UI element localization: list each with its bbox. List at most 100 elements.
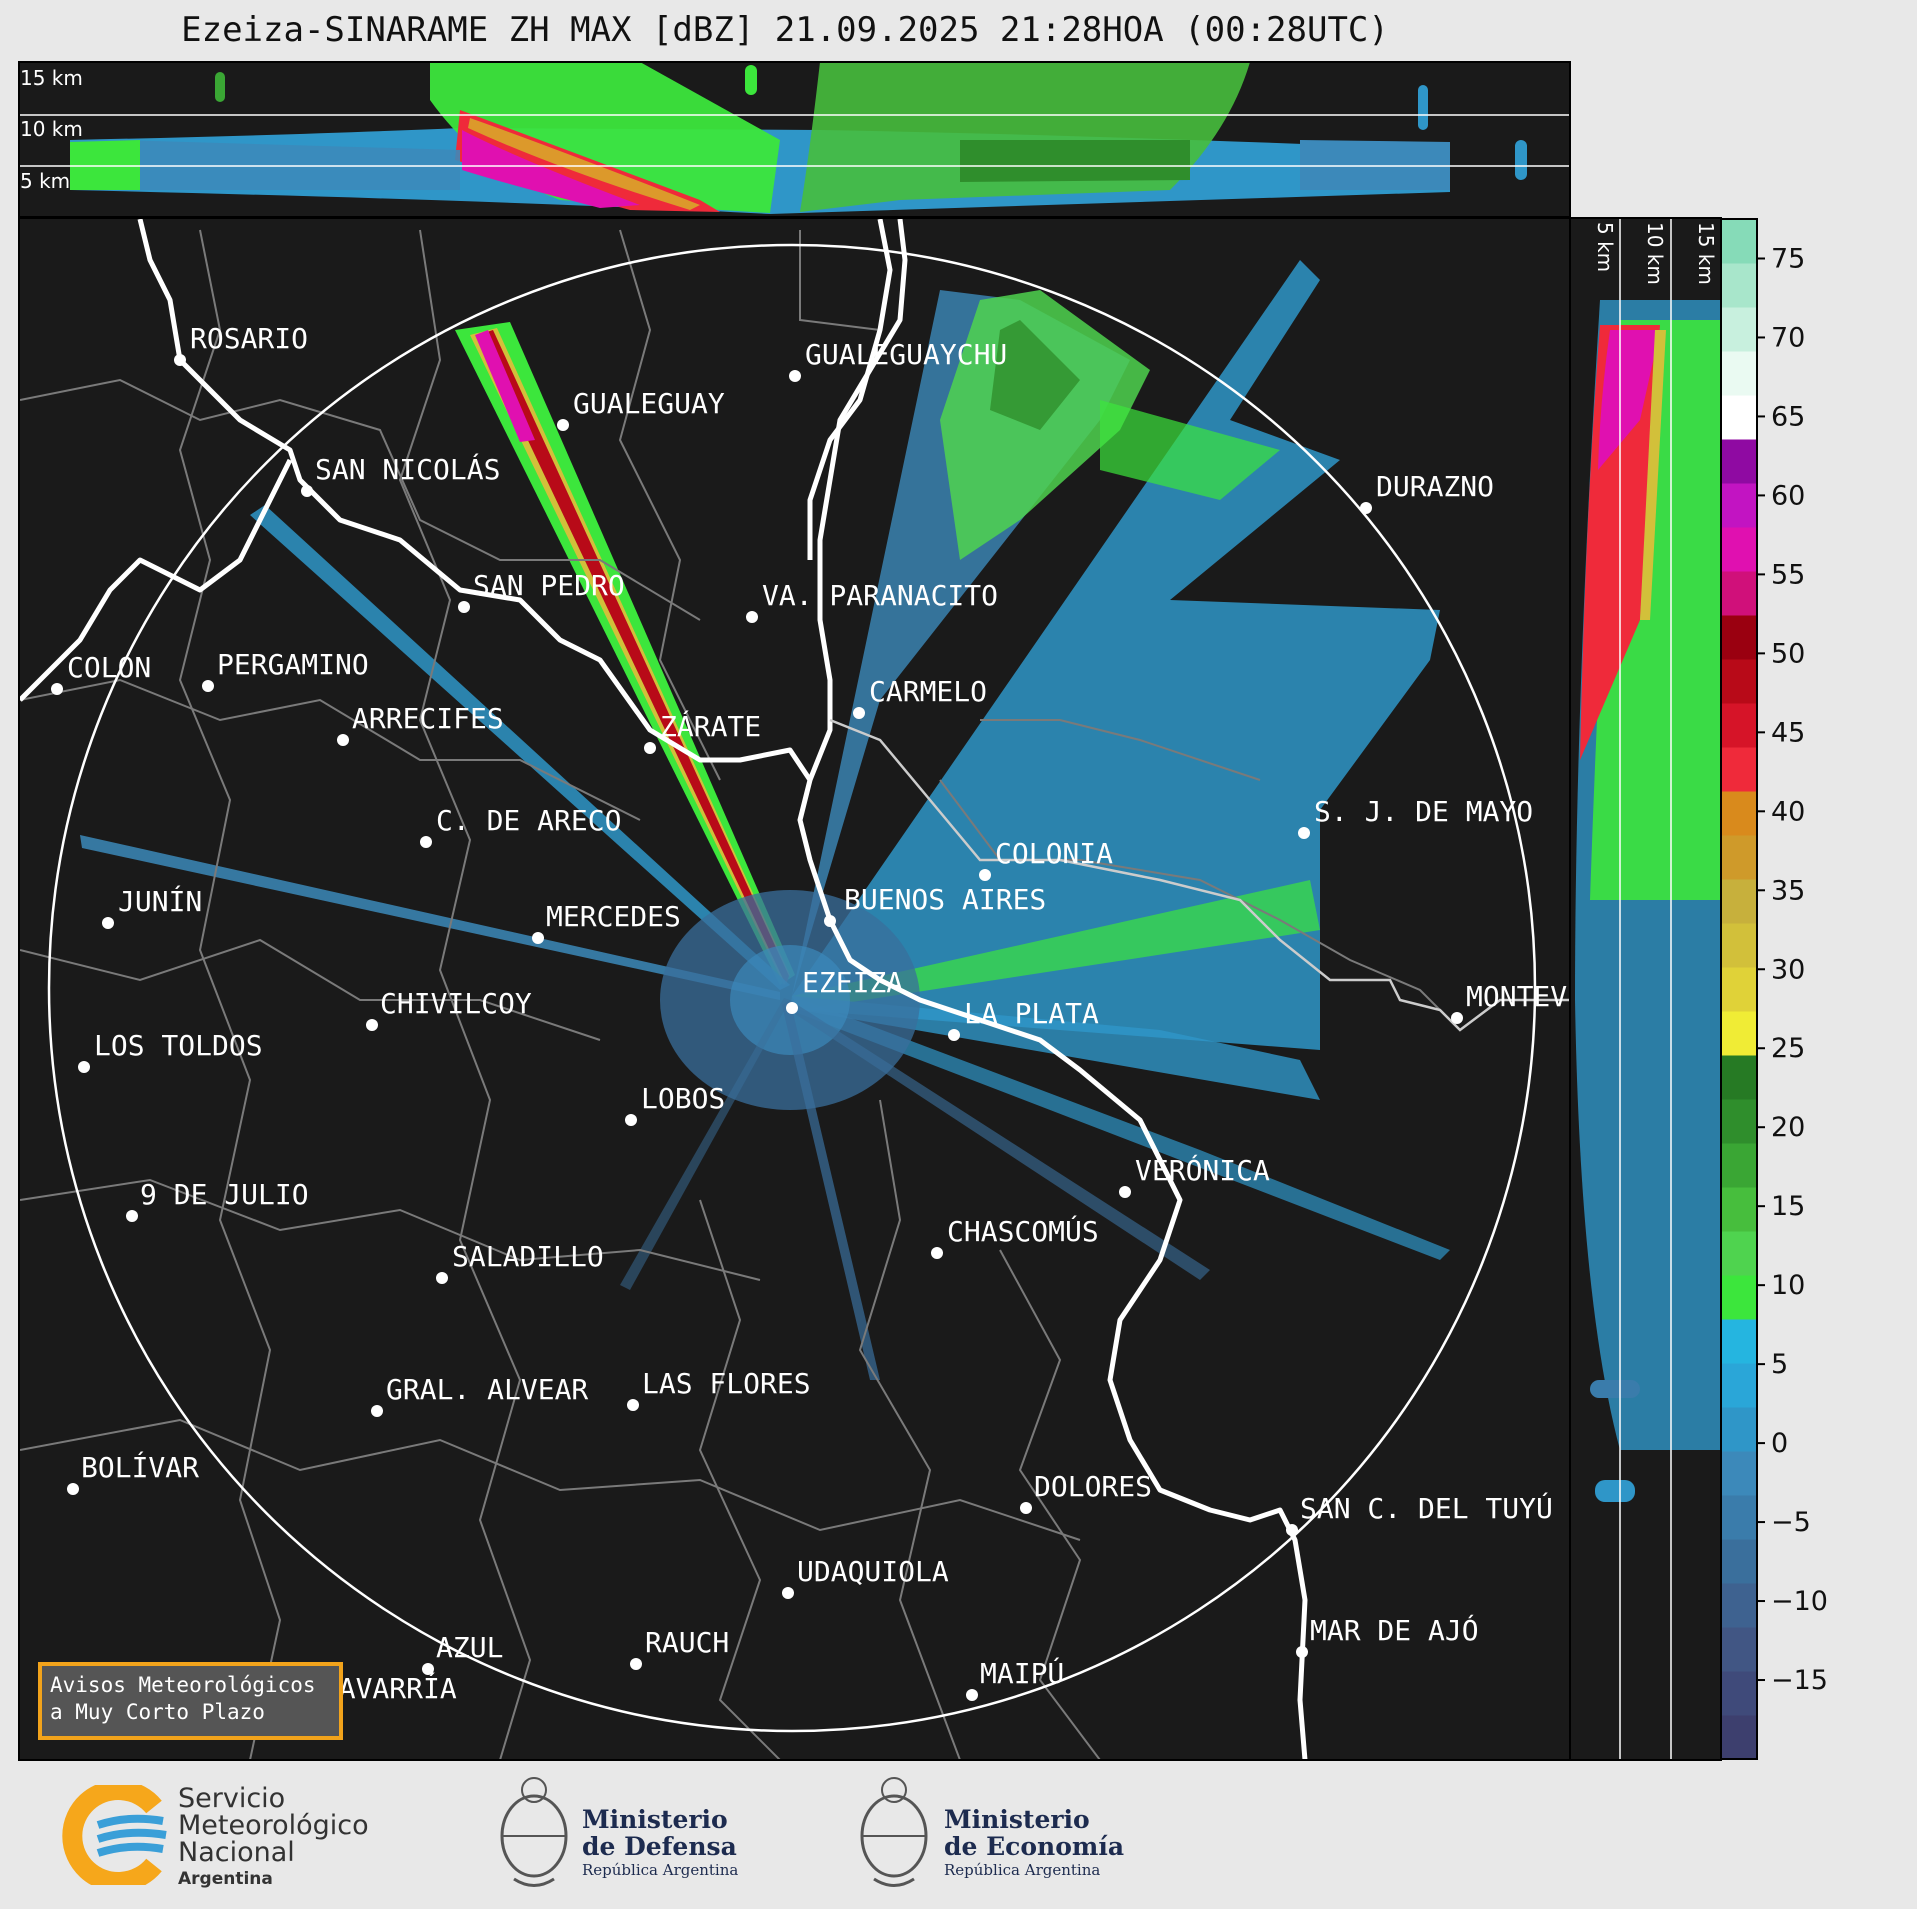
city-17: BUENOS AIRES (824, 883, 1046, 927)
colorbar-cell (1721, 791, 1757, 836)
city-marker-dot (420, 836, 432, 848)
city-marker-dot (67, 1483, 79, 1495)
city-10: CARMELO (853, 675, 987, 719)
smn-wordmark: Servicio Meteorológico Nacional Argentin… (178, 1785, 369, 1893)
colorbar-cell (1721, 1231, 1757, 1276)
city-marker-dot (853, 707, 865, 719)
colorbar-cell (1721, 1143, 1757, 1188)
colorbar-tick-label: 45 (1771, 717, 1805, 748)
city-label: GRAL. ALVEAR (386, 1373, 588, 1406)
city-marker-dot (1119, 1186, 1131, 1198)
city-label: MAIPÚ (980, 1656, 1064, 1690)
city-label: BOLÍVAR (81, 1450, 199, 1484)
city-1: ROSARIO (174, 322, 308, 366)
colorbar-tick-label: −10 (1771, 1586, 1828, 1617)
city-15: COLONIA (979, 837, 1113, 881)
smn-line1: Servicio (178, 1783, 286, 1814)
city-7: VA. PARANACITO (746, 579, 998, 623)
city-marker-dot (1451, 1012, 1463, 1024)
colorbar-cell (1721, 703, 1757, 748)
city-marker-dot (1286, 1524, 1298, 1536)
city-label: CHIVILCOY (380, 987, 532, 1020)
city-label: C. DE ARECO (436, 804, 621, 837)
city-28: SALADILLO (436, 1240, 604, 1284)
city-2: GUALEGUAYCHU (789, 338, 1007, 382)
defensa-line1: Ministerio (582, 1805, 728, 1834)
city-marker-dot (931, 1247, 943, 1259)
colorbar-cell (1721, 1055, 1757, 1100)
uruguay-coast (829, 718, 1569, 1032)
top-panel-label-15km: 15 km (20, 66, 83, 90)
city-label: MONTEVIDEO (1466, 980, 1635, 1013)
colorbar-cell (1721, 1275, 1757, 1320)
colorbar-cell (1721, 571, 1757, 616)
colorbar-tick-label: 55 (1771, 559, 1805, 590)
city-label: SALADILLO (452, 1240, 604, 1273)
radar-echoes (80, 260, 1450, 1380)
city-marker-dot (625, 1114, 637, 1126)
city-label: GUALEGUAY (573, 387, 725, 420)
city-19: EZEIZA (786, 966, 903, 1014)
city-14: C. DE ARECO (420, 804, 621, 848)
boundaries (20, 229, 1461, 1759)
city-13: S. J. DE MAYO (1298, 795, 1533, 839)
ministerio-defensa-wordmark: Ministerio de Defensa República Argentin… (582, 1806, 738, 1880)
colorbar-cell (1721, 1627, 1757, 1672)
alert-box[interactable]: Avisos Meteorológicos a Muy Corto Plazo (38, 1662, 343, 1740)
colorbar-tick-label: 0 (1771, 1428, 1788, 1459)
city-marker-dot (979, 869, 991, 881)
top-cross-section-panel: 15 km 10 km 5 km (18, 61, 1571, 218)
city-marker-dot (422, 1663, 434, 1675)
city-marker-dot (174, 354, 186, 366)
city-label: SAN C. DEL TUYÚ (1300, 1491, 1553, 1525)
argentina-coat-of-arms-icon (500, 1777, 568, 1887)
colorbar-cell (1721, 307, 1757, 352)
colorbar-tick-label: 10 (1771, 1270, 1805, 1301)
top-panel-echoes (70, 63, 1527, 214)
colorbar-cell (1721, 1011, 1757, 1056)
city-marker-dot (202, 680, 214, 692)
city-18: MERCEDES (532, 900, 681, 944)
colorbar-cell (1721, 1451, 1757, 1496)
side-panel-label-10km: 10 km (1643, 222, 1667, 285)
city-33: SAN C. DEL TUYÚ (1286, 1491, 1553, 1536)
city-marker-dot (1296, 1646, 1308, 1658)
economia-line2: de Economía (944, 1832, 1125, 1861)
city-marker-dot (557, 419, 569, 431)
colorbar-cell (1721, 1319, 1757, 1364)
colorbar-tick-label: 15 (1771, 1191, 1805, 1222)
city-12: ZÁRATE (644, 709, 761, 754)
city-5: DURAZNO (1360, 470, 1494, 514)
city-marker-dot (786, 1002, 798, 1014)
city-label: CARMELO (869, 675, 987, 708)
side-panel-echoes (1575, 300, 1720, 1502)
colorbar-cell (1721, 923, 1757, 968)
city-marker-dot (371, 1405, 383, 1417)
city-11: ARRECIFES (337, 702, 504, 746)
city-label: LOS TOLDOS (94, 1029, 263, 1062)
city-marker-dot (630, 1658, 642, 1670)
colorbar-tick-label: 75 (1771, 243, 1805, 274)
colorbar-tick-label: 5 (1771, 1349, 1788, 1380)
city-37: RAUCH (630, 1626, 729, 1670)
city-markers: ROSARIO GUALEGUAYCHU GUALEGUAY SAN NICOLÁS D… (51, 322, 1635, 1716)
smn-line3: Nacional (178, 1837, 295, 1868)
city-23: LOS TOLDOS (78, 1029, 263, 1073)
city-31: BOLÍVAR (67, 1450, 199, 1495)
colorbar-tick-label: −5 (1771, 1507, 1811, 1538)
city-label: ARRECIFES (352, 702, 504, 735)
colorbar-tick-label: −15 (1771, 1665, 1828, 1696)
city-label: ZÁRATE (660, 709, 761, 743)
city-marker-dot (627, 1399, 639, 1411)
city-label: JUNÍN (118, 884, 202, 918)
city-label: RAUCH (645, 1626, 729, 1659)
colorbar-cell (1721, 879, 1757, 924)
alert-box-line2: a Muy Corto Plazo (50, 1700, 265, 1724)
city-label: ROSARIO (190, 322, 308, 355)
map-panel: ROSARIO GUALEGUAYCHU GUALEGUAY SAN NICOLÁS D… (18, 217, 1635, 1761)
economia-line3: República Argentina (944, 1861, 1101, 1879)
colorbar-cell (1721, 351, 1757, 396)
city-marker-dot (1020, 1502, 1032, 1514)
colorbar-cell (1721, 1407, 1757, 1452)
side-panel-label-15km: 15 km (1694, 222, 1718, 285)
